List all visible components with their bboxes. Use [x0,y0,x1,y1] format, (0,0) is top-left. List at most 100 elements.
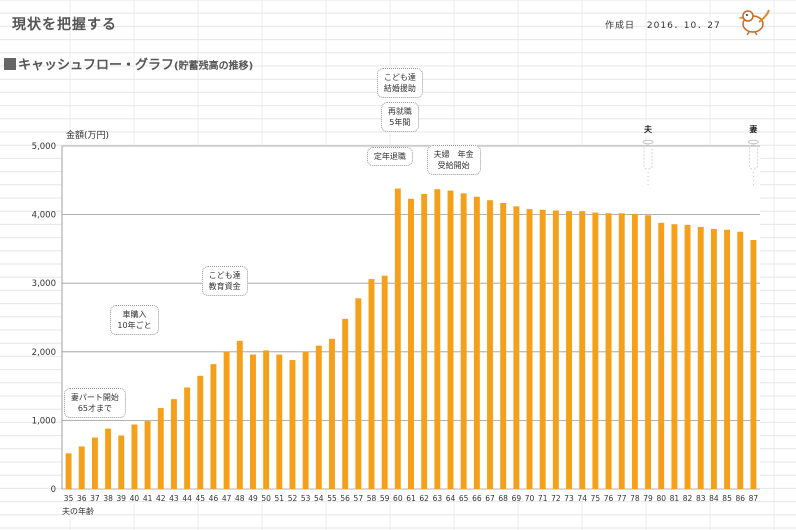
x-tick-label: 48 [235,494,245,503]
bar [579,211,586,490]
x-tick-label: 66 [472,494,482,503]
bar [302,351,309,489]
x-tick-label: 65 [459,494,469,503]
annotation-line: 結婚援助 [383,84,416,93]
bar [447,190,454,489]
x-tick-label: 37 [90,494,100,503]
bar [157,408,164,489]
annotation-line: 妻パート開始 [70,393,119,402]
x-tick-label: 44 [182,494,192,503]
x-tick-label: 36 [77,494,87,503]
bar [658,222,665,489]
x-tick-label: 74 [577,494,587,503]
x-tick-label: 45 [196,494,206,503]
x-tick-label: 68 [498,494,508,503]
x-tick-label: 75 [591,494,601,503]
date-label: 作成日 [605,21,636,31]
bar [91,437,98,489]
bar [697,226,704,489]
bar [249,354,256,489]
x-tick-label: 78 [630,494,640,503]
x-axis-label: 夫の年齢 [62,506,94,516]
annotation-callout: こども達 教育資金 [201,266,248,296]
x-tick-label: 86 [735,494,745,503]
x-tick-label: 83 [696,494,706,503]
bar [684,224,691,489]
bar [170,399,177,489]
bar [737,231,744,489]
x-tick-label: 53 [301,494,311,503]
x-tick-label: 35 [64,494,74,503]
bar [355,298,362,489]
bar [236,340,243,489]
mascot-icon [738,9,770,36]
bar [421,194,428,489]
x-tick-label: 60 [393,494,403,503]
x-tick-label: 59 [380,494,390,503]
y-tick-label: 4,000 [32,211,56,221]
x-tick-label: 80 [656,494,666,503]
angel-icon [642,139,654,186]
annotation-line: 10年ごと [117,321,152,330]
x-tick-label: 52 [288,494,298,503]
lifespan-marker-label: 妻 [749,124,757,134]
y-tick-label: 2,000 [32,348,56,358]
bar [131,424,138,489]
y-axis-label: 金額(万円) [66,129,109,141]
x-tick-label: 72 [551,494,561,503]
x-tick-label: 56 [340,494,350,503]
bar [513,206,520,490]
x-tick-label: 46 [209,494,219,503]
annotation-line: こども達 [383,73,416,82]
y-tick-label: 3,000 [32,279,56,289]
bar [276,354,283,489]
bar [460,193,467,490]
x-tick-label: 85 [722,494,732,503]
bar [500,202,507,490]
x-tick-label: 69 [512,494,522,503]
bar [434,189,441,489]
bar [526,209,533,489]
annotation-line: 教育資金 [208,282,241,291]
bar [645,215,652,489]
x-tick-label: 42 [156,494,166,503]
bar [394,188,401,490]
annotation-line: こども達 [208,271,241,280]
annotation-callout: 定年退職 [366,147,413,166]
annotation-line: 5年間 [389,118,411,127]
bar [105,428,112,489]
section-subtitle: (貯蓄残高の推移) [174,61,254,72]
x-tick-label: 41 [143,494,153,503]
section-title-text: キャッシュフロー・グラフ [18,58,175,73]
x-tick-label: 73 [564,494,574,503]
bar [315,345,322,489]
bar [671,224,678,490]
x-tick-label: 63 [433,494,443,503]
x-tick-label: 50 [261,494,271,503]
bar [539,209,546,489]
x-tick-label: 71 [538,494,548,503]
bar [78,446,85,489]
x-tick-label: 76 [604,494,614,503]
section-title: キャッシュフロー・グラフ(貯蓄残高の推移) [4,54,253,73]
bar [144,421,151,489]
date-value: 2016．10．27 [646,21,721,31]
bar [197,375,204,489]
annotation-callout: 再就職 5年間 [380,102,419,132]
bar [118,435,125,489]
x-tick-label: 67 [485,494,495,503]
annotation-callout: 車購入 10年ごと [110,305,159,335]
bar [487,200,493,489]
x-tick-label: 57 [354,494,364,503]
created-date: 作成日 2016．10．27 [605,18,729,31]
annotation-callout: こども達 結婚援助 [376,68,423,98]
annotation-line: 夫婦 年金 [433,150,474,159]
bar [631,213,638,489]
x-tick-label: 58 [367,494,377,503]
annotation-line: 65才まで [77,404,113,413]
x-tick-label: 82 [683,494,693,503]
bar [329,338,335,489]
bar [368,279,375,489]
page-title: 現状を把握する [12,17,117,33]
